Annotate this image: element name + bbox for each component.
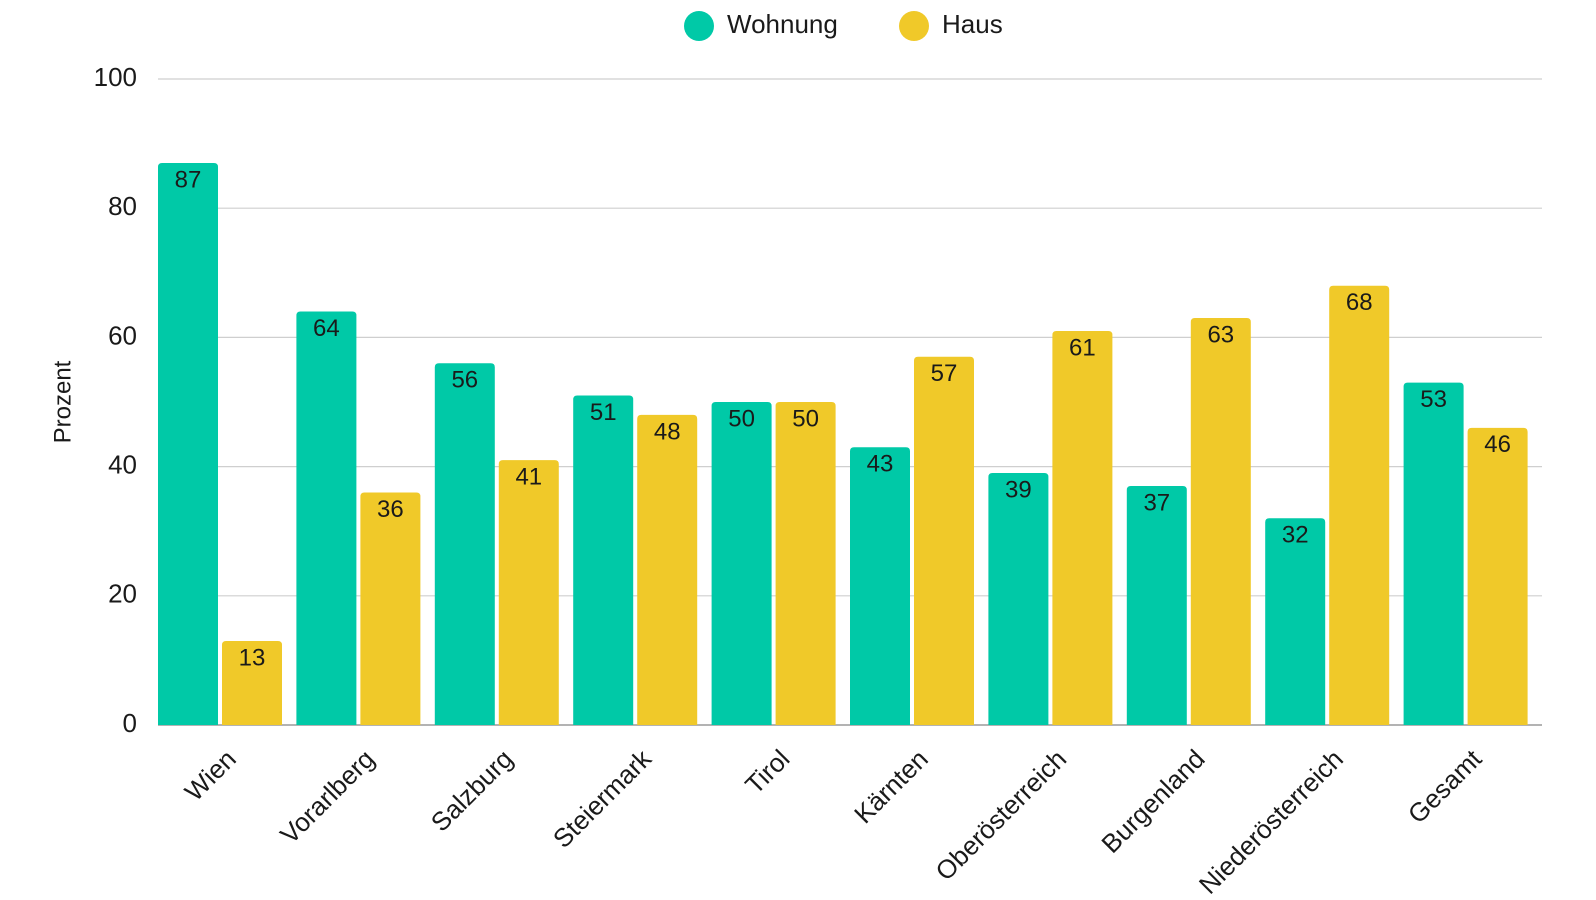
x-category-label: Oberösterreich bbox=[929, 744, 1072, 887]
bar-value-label: 39 bbox=[1005, 476, 1032, 503]
bar-value-label: 57 bbox=[931, 360, 958, 387]
x-category-label: Niederösterreich bbox=[1193, 744, 1349, 900]
legend-marker-wohnung bbox=[684, 11, 714, 41]
bar-value-label: 36 bbox=[377, 496, 404, 523]
bar-value-label: 43 bbox=[867, 451, 894, 478]
bar-wohnung-kärnten bbox=[850, 447, 910, 725]
bar-haus-steiermark bbox=[637, 414, 698, 725]
legend: Wohnung Haus bbox=[684, 9, 1003, 41]
x-category-label: Vorarlberg bbox=[274, 744, 380, 850]
bar-value-label: 56 bbox=[451, 367, 478, 394]
y-tick-label: 80 bbox=[108, 191, 137, 221]
bar-value-label: 87 bbox=[175, 166, 202, 193]
bar-value-label: 68 bbox=[1346, 289, 1373, 316]
bar-wohnung-gesamt bbox=[1403, 382, 1464, 725]
x-category-label: Tirol bbox=[739, 744, 795, 800]
x-category-label: Salzburg bbox=[425, 744, 519, 838]
x-category-label: Burgenland bbox=[1095, 744, 1210, 859]
y-axis-title: Prozent bbox=[49, 360, 76, 443]
legend-label-haus: Haus bbox=[942, 9, 1003, 39]
bar-value-label: 48 bbox=[654, 418, 681, 445]
bar-wohnung-tirol bbox=[711, 402, 772, 725]
bar-haus-tirol bbox=[775, 402, 836, 725]
y-axis-ticks: 0 20 40 60 80 100 bbox=[94, 62, 137, 738]
bar-value-label: 41 bbox=[515, 463, 542, 490]
bar-wohnung-salzburg bbox=[434, 363, 495, 725]
bar-value-label: 61 bbox=[1069, 334, 1096, 361]
bar-haus-burgenland bbox=[1190, 318, 1251, 725]
bar-value-label: 64 bbox=[313, 315, 340, 342]
y-tick-label: 0 bbox=[123, 708, 137, 738]
x-category-label: Steiermark bbox=[547, 743, 658, 854]
bar-haus-kärnten bbox=[914, 356, 974, 725]
bar-value-label: 53 bbox=[1420, 386, 1447, 413]
y-tick-label: 100 bbox=[94, 62, 137, 92]
bar-value-label: 37 bbox=[1143, 489, 1170, 516]
x-axis-labels: Wien Vorarlberg Salzburg Steiermark Tirol Kär… bbox=[179, 743, 1488, 900]
bar-wohnung-wien bbox=[158, 162, 218, 726]
bar-haus-gesamt bbox=[1467, 427, 1528, 725]
bar-value-label: 13 bbox=[239, 644, 266, 671]
bar-haus-salzburg bbox=[498, 460, 559, 725]
x-category-label: Gesamt bbox=[1402, 743, 1488, 829]
bar-haus-oberösterreich bbox=[1052, 330, 1113, 725]
x-category-label: Kärnten bbox=[848, 744, 934, 830]
bar-value-label: 50 bbox=[792, 405, 819, 432]
bar-wohnung-oberösterreich bbox=[988, 473, 1049, 725]
bar-wohnung-vorarlberg bbox=[296, 311, 357, 725]
y-tick-label: 20 bbox=[108, 579, 137, 609]
bars: 87 13 64 36 56 41 51 48 50 50 43 57 39 61 37 63 32 68 53 46 bbox=[158, 162, 1528, 726]
bar-haus-wien bbox=[222, 641, 282, 725]
y-tick-label: 60 bbox=[108, 320, 137, 350]
bar-value-label: 63 bbox=[1207, 321, 1234, 348]
y-tick-label: 40 bbox=[108, 449, 137, 479]
bar-value-label: 32 bbox=[1282, 522, 1309, 549]
bar-wohnung-burgenland bbox=[1126, 485, 1187, 725]
x-category-label: Wien bbox=[179, 744, 242, 807]
bar-wohnung-steiermark bbox=[573, 395, 634, 725]
legend-marker-haus bbox=[899, 11, 929, 41]
bar-value-label: 51 bbox=[590, 399, 617, 426]
bar-wohnung-niederösterreich bbox=[1265, 518, 1326, 725]
bar-haus-niederösterreich bbox=[1329, 285, 1390, 725]
legend-label-wohnung: Wohnung bbox=[727, 9, 838, 39]
bar-haus-vorarlberg bbox=[360, 492, 421, 725]
bar-value-label: 46 bbox=[1484, 431, 1511, 458]
bar-value-label: 50 bbox=[728, 405, 755, 432]
